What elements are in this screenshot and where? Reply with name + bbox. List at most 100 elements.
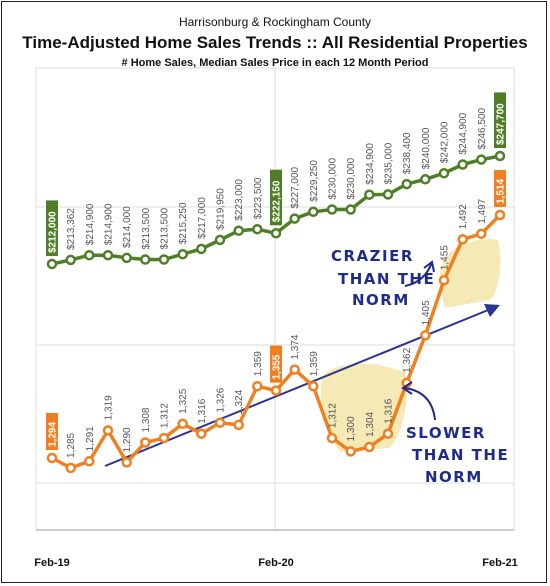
price-data-label: $227,000: [290, 166, 301, 208]
sales-point: [457, 234, 468, 245]
price-point: [401, 178, 412, 190]
price-point: [84, 249, 95, 261]
price-point: [196, 243, 207, 255]
x-tick-label: Feb-21: [482, 557, 517, 569]
slower-arrow: [404, 387, 436, 421]
price-data-label: $238,400: [402, 132, 413, 174]
price-label-box: [46, 200, 58, 256]
sales-point: [140, 437, 151, 448]
price-point: [252, 223, 263, 235]
sales-point: [326, 432, 338, 444]
sales-point: [289, 364, 300, 375]
price-point: [308, 206, 319, 218]
sales-data-label: 1,374: [290, 334, 301, 359]
price-data-label: $217,000: [197, 197, 208, 239]
sales-data-label: 1,291: [85, 426, 96, 451]
price-point: [494, 150, 506, 162]
price-data-label: $230,000: [328, 157, 339, 199]
x-tick-label: Feb-19: [34, 557, 69, 569]
sales-point: [270, 385, 282, 396]
price-data-label: $244,900: [458, 112, 469, 154]
price-point: [121, 252, 132, 264]
trend-arrowhead: [484, 304, 500, 317]
price-point: [326, 204, 338, 215]
price-data-label: $219,950: [216, 188, 227, 230]
sales-point: [308, 380, 319, 392]
sales-data-label: 1,359: [253, 351, 264, 376]
sales-point: [476, 228, 487, 240]
sales-data-label: 1,316: [197, 398, 208, 423]
price-data-label: $213,500: [141, 207, 152, 249]
sales-data-label: 1,285: [66, 432, 77, 457]
sales-data-label: 1,325: [178, 388, 189, 413]
sales-point: [252, 380, 263, 392]
price-point: [140, 254, 151, 265]
price-point: [476, 154, 487, 165]
sales-data-label: 1,497: [477, 198, 488, 223]
sales-data-label: 1,324: [234, 389, 245, 414]
price-label-box: [494, 92, 506, 148]
sales-data-label: 1,312: [160, 403, 171, 428]
price-data-label: $222,150: [272, 180, 283, 222]
price-data-label: $247,700: [496, 103, 507, 145]
sales-data-label: 1,308: [141, 407, 152, 432]
slower-annotation-line1: SLOWER: [406, 424, 486, 442]
price-point: [177, 248, 188, 260]
price-point: [214, 234, 226, 246]
sales-label-box: [46, 413, 58, 450]
sales-data-label: 1,455: [440, 245, 451, 270]
crazier-annotation-line1: CRAZIER: [331, 247, 414, 265]
price-data-label: $246,500: [477, 107, 488, 149]
price-point: [457, 159, 468, 170]
price-data-label: $235,000: [384, 142, 395, 184]
price-data-label: $229,250: [309, 160, 320, 202]
sales-point: [121, 457, 132, 468]
sales-data-label: 1,405: [421, 300, 432, 325]
sales-data-label: 1,316: [384, 398, 395, 423]
slower-arrow-head: [401, 381, 413, 395]
sales-label-box: [270, 345, 282, 383]
sales-point: [438, 274, 450, 286]
price-point: [438, 167, 450, 179]
sales-data-label: 1,312: [328, 403, 339, 428]
price-point: [345, 204, 356, 215]
sales-data-label: 1,359: [309, 351, 320, 376]
chart-subtitle: # Home Sales, Median Sales Price in each…: [121, 57, 429, 69]
sales-point: [177, 418, 188, 430]
sales-data-label: 1,362: [402, 347, 413, 372]
price-data-label: $234,900: [365, 143, 376, 185]
sales-data-label: 1,319: [104, 395, 115, 420]
sales-point: [345, 446, 356, 457]
price-point: [65, 254, 76, 266]
price-point: [420, 174, 431, 185]
slower-annotation-line2: THAN THE: [412, 446, 509, 464]
price-data-label: $212,000: [48, 211, 59, 253]
price-point: [46, 258, 58, 270]
price-point: [289, 213, 300, 224]
sales-point: [494, 209, 506, 221]
sales-point: [102, 425, 114, 436]
price-point: [382, 189, 394, 200]
sales-data-label: 1,304: [365, 411, 376, 436]
sales-point: [214, 417, 226, 428]
sales-point: [65, 462, 76, 474]
sales-data-label: 1,300: [346, 416, 357, 441]
sales-data-label: 1,326: [216, 387, 227, 412]
sales-point: [420, 330, 431, 341]
price-data-label: $213,362: [66, 208, 77, 250]
price-data-label: $215,250: [178, 202, 189, 244]
price-point: [233, 225, 244, 236]
price-data-label: $223,500: [253, 177, 264, 219]
price-data-label: $242,000: [440, 121, 451, 163]
chart-title-location: Harrisonburg & Rockingham County: [178, 15, 372, 29]
sales-point: [84, 456, 95, 467]
price-data-label: $240,000: [421, 127, 432, 169]
sales-point: [46, 452, 58, 464]
crazier-arrow-head: [423, 260, 435, 273]
crazier-arrow: [404, 261, 433, 287]
sales-point: [196, 428, 207, 439]
sales-point: [364, 441, 375, 453]
sales-data-label: 1,355: [272, 354, 283, 379]
price-point: [364, 189, 375, 200]
